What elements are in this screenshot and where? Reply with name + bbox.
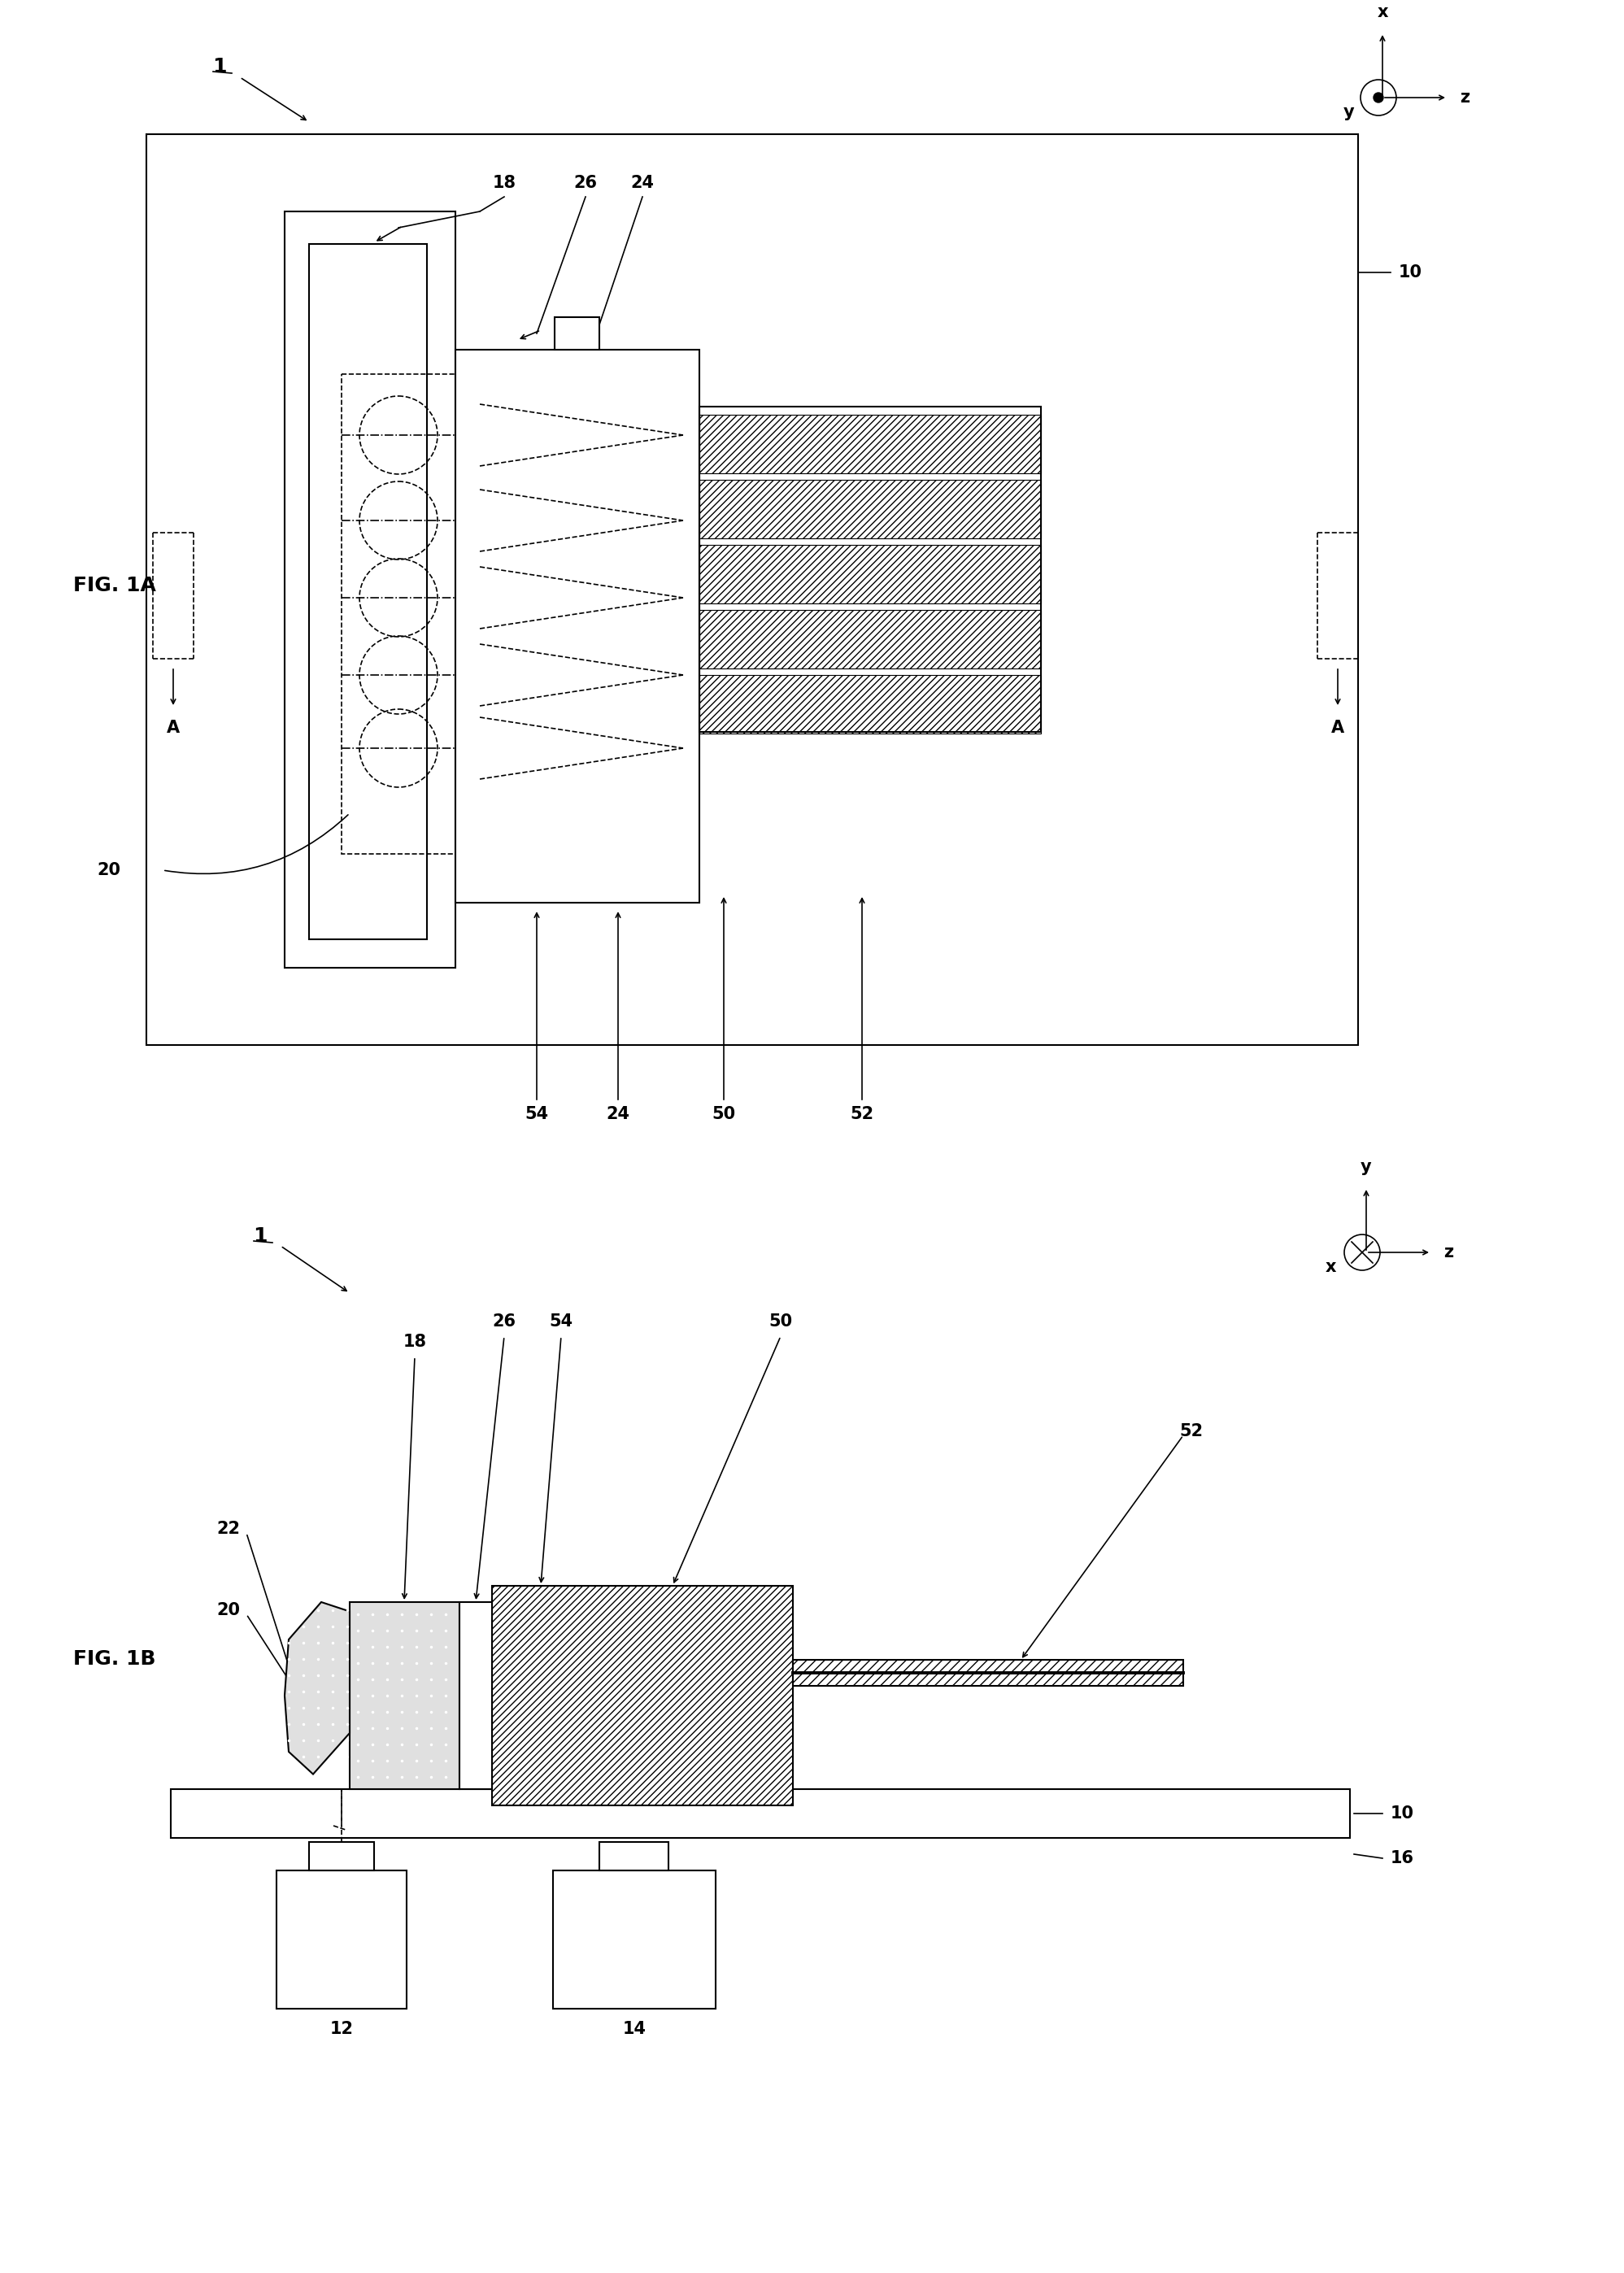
Text: 12: 12 [330, 2021, 354, 2037]
Polygon shape [284, 1602, 349, 1775]
Bar [349, 1602, 460, 1789]
Text: 18: 18 [403, 1334, 427, 1350]
Bar [793, 1659, 1184, 1687]
Text: y: y [1343, 105, 1354, 120]
Text: A: A [167, 721, 180, 736]
Text: FIG. 1A: FIG. 1A [73, 575, 156, 596]
Text: y: y [1361, 1159, 1372, 1175]
Text: 20: 20 [216, 1602, 240, 1618]
Text: 16: 16 [1390, 1850, 1415, 1866]
Bar [599, 1841, 669, 1871]
Bar [146, 134, 1358, 1046]
Bar [492, 1587, 793, 1805]
Text: 52: 52 [1179, 1423, 1203, 1439]
Bar [309, 1841, 374, 1871]
Text: 52: 52 [851, 1107, 874, 1123]
Bar [555, 318, 599, 350]
Text: 20: 20 [97, 861, 120, 877]
Bar [700, 675, 1041, 734]
Text: 10: 10 [1390, 1805, 1415, 1821]
Text: 50: 50 [711, 1107, 736, 1123]
Bar [460, 1602, 492, 1789]
Bar [700, 414, 1041, 473]
Text: 14: 14 [622, 2021, 646, 2037]
Text: 54: 54 [525, 1107, 549, 1123]
Text: 1: 1 [253, 1227, 268, 1246]
Bar [276, 1871, 406, 2009]
Text: FIG. 1B: FIG. 1B [73, 1650, 156, 1668]
Bar [700, 546, 1041, 602]
Bar [341, 375, 455, 855]
Bar [284, 211, 455, 968]
Text: 26: 26 [573, 175, 598, 191]
Text: 22: 22 [216, 1521, 240, 1537]
Bar [171, 1789, 1350, 1839]
Text: 18: 18 [492, 175, 516, 191]
Text: 24: 24 [606, 1107, 630, 1123]
Text: 50: 50 [768, 1314, 793, 1330]
Text: z: z [1444, 1243, 1453, 1262]
Bar [554, 1871, 716, 2009]
Bar [700, 407, 1041, 732]
Text: 24: 24 [630, 175, 654, 191]
Text: 1: 1 [213, 57, 227, 77]
Bar [309, 243, 427, 939]
Text: x: x [1325, 1259, 1337, 1275]
Text: 26: 26 [492, 1314, 516, 1330]
Text: x: x [1377, 5, 1389, 20]
Text: A: A [1332, 721, 1345, 736]
Bar [700, 609, 1041, 668]
Bar [455, 350, 700, 902]
Text: 10: 10 [1398, 264, 1423, 280]
Text: 54: 54 [549, 1314, 573, 1330]
Text: z: z [1460, 89, 1470, 107]
Bar [700, 480, 1041, 539]
Circle shape [1374, 93, 1384, 102]
